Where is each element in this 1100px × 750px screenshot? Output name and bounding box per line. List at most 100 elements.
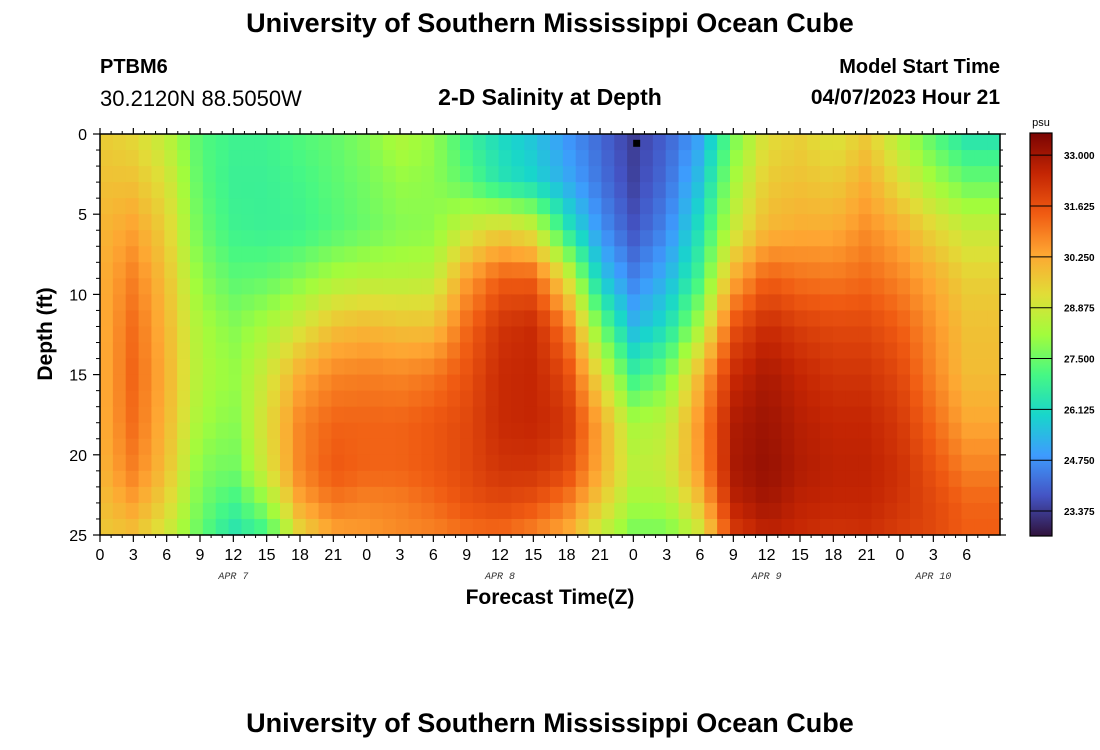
heatmap-cell xyxy=(280,518,294,536)
x-tick-label: 15 xyxy=(791,547,809,564)
heatmap-cell xyxy=(897,438,911,456)
heatmap-cell xyxy=(601,342,615,360)
heatmap-cell xyxy=(858,182,873,199)
heatmap-cell xyxy=(421,438,435,456)
heatmap-cell xyxy=(421,406,435,424)
heatmap-cell xyxy=(408,150,423,167)
heatmap-cell xyxy=(138,262,153,279)
heatmap-cell xyxy=(922,294,937,312)
heatmap-cell xyxy=(344,438,358,456)
heatmap-cell xyxy=(511,278,525,295)
heatmap-cell xyxy=(665,230,680,247)
heatmap-cell xyxy=(820,438,834,456)
heatmap-cell xyxy=(871,486,885,504)
heatmap-cell xyxy=(704,390,718,408)
heatmap-cell xyxy=(421,502,435,520)
heatmap-cell xyxy=(190,486,204,504)
heatmap-cell xyxy=(305,182,320,199)
heatmap-cell xyxy=(421,150,435,167)
heatmap-cell xyxy=(357,502,371,520)
heatmap-cell xyxy=(922,486,937,504)
heatmap-cell xyxy=(511,214,525,231)
heatmap-cell xyxy=(820,454,834,472)
heatmap-cell xyxy=(588,166,603,183)
heatmap-cell xyxy=(910,134,924,151)
heatmap-cell xyxy=(807,134,821,151)
heatmap-cell xyxy=(344,342,358,360)
heatmap-cell xyxy=(871,278,885,295)
heatmap-cell xyxy=(112,486,127,504)
heatmap-cell xyxy=(755,406,770,424)
heatmap-cell xyxy=(202,262,217,279)
heatmap-cell xyxy=(807,358,821,376)
heatmap-cell xyxy=(537,310,551,328)
heatmap-cell xyxy=(511,438,525,456)
heatmap-cell xyxy=(164,294,178,312)
heatmap-cell xyxy=(987,198,1001,215)
heatmap-cell xyxy=(125,438,140,456)
heatmap-cell xyxy=(807,246,821,263)
heatmap-cell xyxy=(370,342,384,360)
heatmap-cell xyxy=(691,470,705,488)
heatmap-cell xyxy=(125,374,140,392)
heatmap-cell xyxy=(382,166,397,183)
heatmap-cell xyxy=(987,422,1001,440)
heatmap-cell xyxy=(267,470,281,488)
heatmap-cell xyxy=(935,518,950,536)
heatmap-cell xyxy=(884,246,898,263)
heatmap-cell xyxy=(884,454,898,472)
heatmap-cell xyxy=(395,518,410,536)
heatmap-cell xyxy=(627,422,641,440)
heatmap-cell xyxy=(897,278,911,295)
heatmap-cell xyxy=(292,470,307,488)
heatmap-cell xyxy=(447,422,461,440)
date-label: APR 7 xyxy=(217,572,248,583)
heatmap-cell xyxy=(614,134,628,151)
heatmap-cell xyxy=(768,422,783,440)
heatmap-cell xyxy=(717,150,731,167)
heatmap-cell xyxy=(215,454,230,472)
heatmap-cell xyxy=(871,470,885,488)
heatmap-cell xyxy=(138,406,153,424)
heatmap-cell xyxy=(781,230,795,247)
heatmap-cell xyxy=(241,326,255,344)
heatmap-cell xyxy=(704,214,718,231)
heatmap-cell xyxy=(421,422,435,440)
heatmap-cell xyxy=(550,454,564,472)
heatmap-cell xyxy=(472,358,487,376)
heatmap-cell xyxy=(832,278,847,295)
heatmap-cell xyxy=(832,182,847,199)
heatmap-cell xyxy=(190,406,204,424)
heatmap-cell xyxy=(910,182,924,199)
heatmap-cell xyxy=(357,294,371,312)
heatmap-cell xyxy=(665,134,680,151)
heatmap-cell xyxy=(717,134,731,151)
heatmap-cell xyxy=(742,166,757,183)
heatmap-cell xyxy=(202,166,217,183)
heatmap-cell xyxy=(357,246,371,263)
heatmap-cell xyxy=(665,246,680,263)
heatmap-cell xyxy=(820,246,834,263)
heatmap-cell xyxy=(498,470,513,488)
heatmap-cell xyxy=(562,134,577,151)
heatmap-cell xyxy=(164,326,178,344)
heatmap-cell xyxy=(974,182,988,199)
heatmap-cell xyxy=(588,470,603,488)
heatmap-cell xyxy=(948,326,963,344)
heatmap-cell xyxy=(575,294,590,312)
heatmap-cell xyxy=(370,262,384,279)
heatmap-cell xyxy=(280,182,294,199)
heatmap-cell xyxy=(164,246,178,263)
heatmap-cell xyxy=(575,214,590,231)
heatmap-cell xyxy=(138,150,153,167)
heatmap-cell xyxy=(897,294,911,312)
heatmap-cell xyxy=(640,262,654,279)
heatmap-cell xyxy=(382,342,397,360)
heatmap-cell xyxy=(897,518,911,536)
heatmap-cell xyxy=(447,294,461,312)
heatmap-cell xyxy=(627,406,641,424)
heatmap-cell xyxy=(164,134,178,151)
heatmap-cell xyxy=(228,454,243,472)
heatmap-cell xyxy=(241,438,255,456)
heatmap-cell xyxy=(190,150,204,167)
